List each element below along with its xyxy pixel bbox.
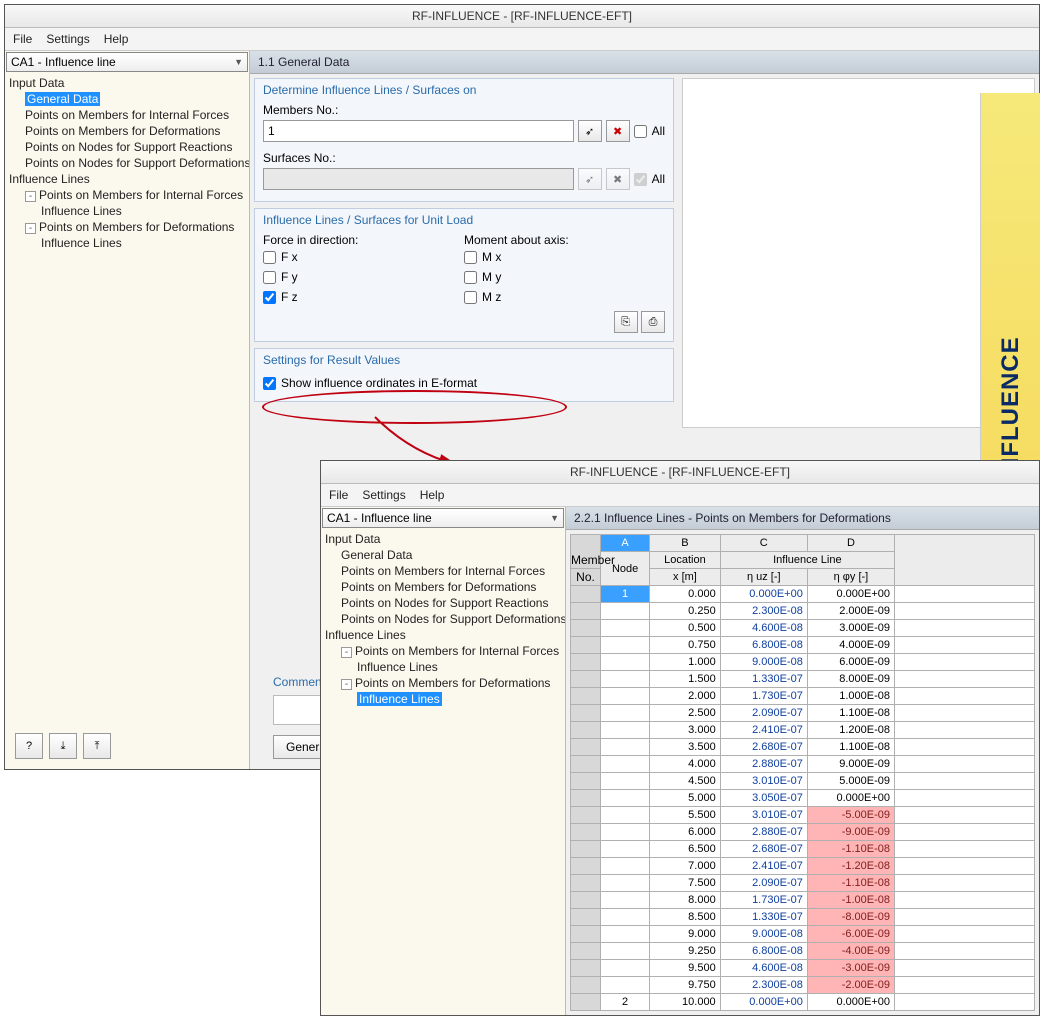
collapse-icon[interactable]: - <box>341 647 352 658</box>
results-table[interactable]: A B C D Node Location Influence Line <box>570 534 1035 1011</box>
moment-axis-label: Moment about axis: <box>464 233 665 247</box>
case-combo-2-label: CA1 - Influence line <box>327 511 432 525</box>
menu-settings-2[interactable]: Settings <box>362 488 405 502</box>
tree2-il-pmdef-lines[interactable]: Influence Lines <box>325 691 561 707</box>
pick-icon-disabled: ➶ <box>578 168 602 190</box>
chk-mx[interactable]: M x <box>464 250 501 264</box>
import-icon[interactable]: ⤒ <box>83 733 111 759</box>
help-icon[interactable]: ? <box>15 733 43 759</box>
tree-pn-supdef[interactable]: Points on Nodes for Support Deformations <box>9 155 245 171</box>
delete-icon-disabled: ✖ <box>606 168 630 190</box>
tree-pm-deform[interactable]: Points on Members for Deformations <box>9 123 245 139</box>
tree2-pn-supdef[interactable]: Points on Nodes for Support Deformations <box>325 611 561 627</box>
surfaces-input <box>263 168 574 190</box>
col-B[interactable]: B <box>650 535 721 552</box>
tree2-il[interactable]: Influence Lines <box>325 627 561 643</box>
menubar: File Settings Help <box>5 28 1039 51</box>
col-C[interactable]: C <box>720 535 807 552</box>
window-results: RF-INFLUENCE - [RF-INFLUENCE-EFT] File S… <box>320 460 1040 1016</box>
collapse-icon[interactable]: - <box>341 679 352 690</box>
menubar-2: File Settings Help <box>321 484 1039 507</box>
col-D[interactable]: D <box>807 535 894 552</box>
members-all[interactable]: All <box>634 124 665 138</box>
chk-fz[interactable]: F z <box>263 290 298 304</box>
tree-il-pm-internal-lines[interactable]: Influence Lines <box>9 203 245 219</box>
hdr-c1: η uz [-] <box>720 569 807 586</box>
delete-icon[interactable]: ✖ <box>606 120 630 142</box>
chevron-down-icon: ▼ <box>234 57 243 67</box>
tree-il-pm-deform-lines[interactable]: Influence Lines <box>9 235 245 251</box>
surfaces-label: Surfaces No.: <box>263 151 665 165</box>
tree-influence-lines[interactable]: Influence Lines <box>9 171 245 187</box>
content-title-2: 2.2.1 Influence Lines - Points on Member… <box>566 507 1039 530</box>
tree2-pm-deform[interactable]: Points on Members for Deformations <box>325 579 561 595</box>
tree2-input-data[interactable]: Input Data <box>325 531 561 547</box>
tree-input-data[interactable]: Input Data <box>9 75 245 91</box>
group-determine-hdr: Determine Influence Lines / Surfaces on <box>255 79 673 99</box>
group-unitload: Influence Lines / Surfaces for Unit Load… <box>254 208 674 342</box>
tree2-pm-internal[interactable]: Points on Members for Internal Forces <box>325 563 561 579</box>
titlebar-2: RF-INFLUENCE - [RF-INFLUENCE-EFT] <box>321 461 1039 484</box>
titlebar: RF-INFLUENCE - [RF-INFLUENCE-EFT] <box>5 5 1039 28</box>
tree-pn-support[interactable]: Points on Nodes for Support Reactions <box>9 139 245 155</box>
tree2-il-pmdef[interactable]: -Points on Members for Deformations <box>325 675 561 691</box>
tree-il-pm-internal[interactable]: -Points on Members for Internal Forces <box>9 187 245 203</box>
tool-icon-1[interactable]: ⎘ <box>614 311 638 333</box>
chk-fx[interactable]: F x <box>263 250 298 264</box>
content-area-2: 2.2.1 Influence Lines - Points on Member… <box>566 507 1039 1015</box>
comment-label: Comment <box>273 675 325 689</box>
menu-file-2[interactable]: File <box>329 488 348 502</box>
bottom-buttons: ? ⤓ ⤒ <box>15 733 111 759</box>
chk-fy[interactable]: F y <box>263 270 298 284</box>
tool-icon-2[interactable]: ⎙ <box>641 311 665 333</box>
force-dir-label: Force in direction: <box>263 233 464 247</box>
pick-icon[interactable]: ➶ <box>578 120 602 142</box>
group-settings: Settings for Result Values Show influenc… <box>254 348 674 402</box>
menu-help[interactable]: Help <box>104 32 129 46</box>
hdr-xm: x [m] <box>650 569 721 586</box>
chevron-down-icon: ▼ <box>550 513 559 523</box>
col-A[interactable]: A <box>601 535 650 552</box>
tree-il-pm-deform[interactable]: -Points on Members for Deformations <box>9 219 245 235</box>
collapse-icon[interactable]: - <box>25 223 36 234</box>
nav-panel-2: CA1 - Influence line ▼ Input Data Genera… <box>321 507 566 1015</box>
case-combo-2[interactable]: CA1 - Influence line ▼ <box>322 508 564 528</box>
nav-tree: Input Data General Data Points on Member… <box>5 73 249 769</box>
members-input[interactable] <box>263 120 574 142</box>
hdr-il: Influence Line <box>720 552 894 569</box>
members-label: Members No.: <box>263 103 665 117</box>
chk-eformat[interactable]: Show influence ordinates in E-format <box>263 376 477 390</box>
tree-general-data[interactable]: General Data <box>9 91 245 107</box>
comment-box[interactable] <box>273 695 325 725</box>
nav-panel: CA1 - Influence line ▼ Input Data Genera… <box>5 51 250 769</box>
group-unitload-hdr: Influence Lines / Surfaces for Unit Load <box>255 209 673 229</box>
export-icon[interactable]: ⤓ <box>49 733 77 759</box>
menu-help-2[interactable]: Help <box>420 488 445 502</box>
hdr-loc: Location <box>650 552 721 569</box>
chk-mz[interactable]: M z <box>464 290 501 304</box>
case-combo[interactable]: CA1 - Influence line ▼ <box>6 52 248 72</box>
surfaces-all: All <box>634 172 665 186</box>
tree2-general-data[interactable]: General Data <box>325 547 561 563</box>
case-combo-label: CA1 - Influence line <box>11 55 116 69</box>
menu-settings[interactable]: Settings <box>46 32 89 46</box>
hdr-c2: η φy [-] <box>807 569 894 586</box>
menu-file[interactable]: File <box>13 32 32 46</box>
group-determine: Determine Influence Lines / Surfaces on … <box>254 78 674 202</box>
collapse-icon[interactable]: - <box>25 191 36 202</box>
chk-my[interactable]: M y <box>464 270 501 284</box>
tree2-il-pmint[interactable]: -Points on Members for Internal Forces <box>325 643 561 659</box>
tree2-pn-support[interactable]: Points on Nodes for Support Reactions <box>325 595 561 611</box>
tree-pm-internal[interactable]: Points on Members for Internal Forces <box>9 107 245 123</box>
group-settings-hdr: Settings for Result Values <box>255 349 673 369</box>
tree2-il-pmint-lines[interactable]: Influence Lines <box>325 659 561 675</box>
content-title: 1.1 General Data <box>250 51 1039 74</box>
nav-tree-2: Input Data General Data Points on Member… <box>321 529 565 1015</box>
